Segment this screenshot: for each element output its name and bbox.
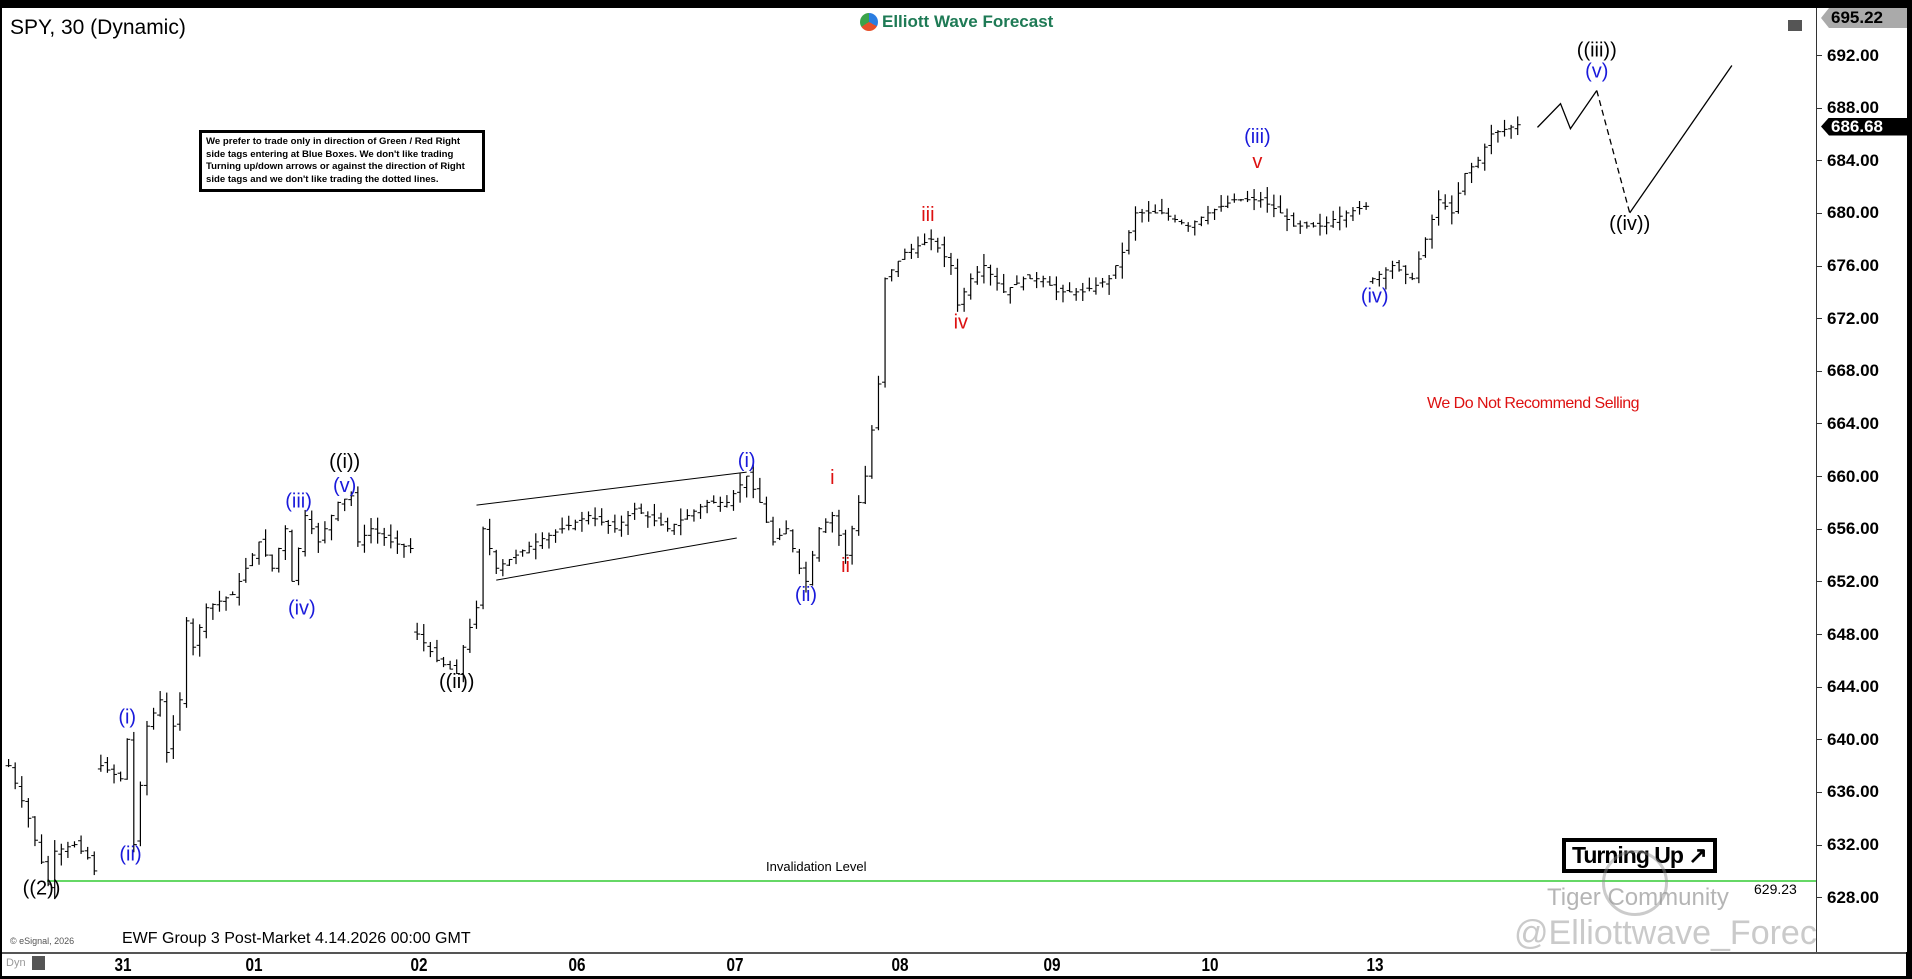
last-price-marker — [1821, 117, 1907, 136]
x-tick-label: 31 — [114, 955, 132, 975]
tiger-logo-icon — [1602, 850, 1668, 916]
wave-label: i — [830, 467, 834, 489]
y-tick-label: 664.00 — [1827, 413, 1879, 433]
x-tick-label: 13 — [1366, 955, 1384, 975]
projection-path — [1596, 90, 1631, 214]
y-tick-mark — [1817, 107, 1822, 109]
projection-path — [1629, 65, 1733, 214]
y-tick-mark — [1817, 423, 1822, 425]
y-tick-label: 668.00 — [1827, 361, 1879, 381]
wave-label: ((iv)) — [1609, 213, 1650, 235]
arrow-up-right-icon: ↗ — [1688, 842, 1707, 868]
y-tick-label: 636.00 — [1827, 782, 1879, 802]
watermark-handle: @Elliottwave_Forecast — [1514, 914, 1863, 952]
wave-label: (iv) — [288, 597, 316, 619]
y-tick-mark — [1817, 528, 1822, 530]
y-tick-label: 640.00 — [1827, 729, 1879, 749]
last-price-value: 686.68 — [1831, 116, 1883, 136]
x-tick-label: 10 — [1201, 955, 1219, 975]
x-tick-label: 07 — [726, 955, 745, 975]
y-tick-label: 684.00 — [1827, 150, 1879, 170]
invalidation-label: Invalidation Level — [766, 859, 867, 874]
y-tick-label: 680.00 — [1827, 203, 1879, 223]
y-tick-mark — [1817, 844, 1822, 846]
y-tick-mark — [1817, 634, 1822, 636]
channel-line — [476, 471, 747, 506]
wave-label: ((i)) — [329, 451, 360, 473]
x-tick-label: 02 — [410, 955, 428, 975]
plot-area[interactable]: ((2)) (i) (ii) (iii) (iv) (v) ((i)) ((ii)) (i) (i… — [2, 8, 1862, 952]
dyn-label: Dyn — [6, 957, 26, 969]
y-tick-mark — [1817, 265, 1822, 267]
x-tick-label: 06 — [568, 955, 586, 975]
sell-note: We Do Not Recommend Selling — [1427, 395, 1640, 412]
wave-label: (i) — [738, 450, 756, 472]
x-tick-label: 09 — [1043, 955, 1061, 975]
wave-label: v — [1252, 151, 1262, 173]
wave-label: (iv) — [1361, 285, 1389, 307]
wave-label: iii — [921, 204, 934, 226]
y-tick-label: 676.00 — [1827, 256, 1879, 276]
wave-label: (v) — [333, 475, 356, 497]
x-tick-label: 01 — [245, 955, 263, 975]
wave-label: (v) — [1585, 60, 1608, 82]
y-tick-label: 660.00 — [1827, 466, 1879, 486]
y-tick-mark — [1817, 476, 1822, 478]
wave-label: (i) — [118, 707, 136, 729]
y-tick-mark — [1817, 897, 1822, 899]
x-tick-label: 08 — [891, 955, 909, 975]
high-marker-value: 695.22 — [1831, 8, 1883, 27]
y-tick-label: 656.00 — [1827, 519, 1879, 539]
y-tick-label: 688.00 — [1827, 98, 1879, 118]
y-tick-mark — [1817, 581, 1822, 583]
y-tick-mark — [1817, 686, 1822, 688]
wave-label: ((ii)) — [439, 671, 475, 693]
wave-label: (ii) — [119, 843, 141, 865]
price-axis[interactable]: 695.22 692.00 688.00 684.00 680.00 676.00 672… — [1816, 8, 1907, 952]
y-tick-label: 644.00 — [1827, 677, 1879, 697]
y-tick-mark — [1817, 370, 1822, 372]
footer-caption: EWF Group 3 Post-Market 4.14.2026 00:00 … — [122, 930, 471, 947]
y-tick-label: 632.00 — [1827, 835, 1879, 855]
wave-label: (iii) — [1244, 126, 1271, 148]
y-tick-mark — [1817, 212, 1822, 214]
y-tick-mark — [1817, 318, 1822, 320]
high-marker — [1821, 8, 1907, 28]
y-tick-label: 672.00 — [1827, 308, 1879, 328]
y-tick-mark — [1817, 55, 1822, 56]
time-axis[interactable]: Dyn 31 01 02 06 07 08 09 10 13 — [2, 952, 1906, 976]
y-tick-mark — [1817, 739, 1822, 741]
y-tick-label: 628.00 — [1827, 887, 1879, 907]
y-tick-mark — [1817, 160, 1822, 162]
invalidation-value: 629.23 — [1754, 881, 1797, 897]
copyright: © eSignal, 2026 — [10, 936, 75, 946]
restore-window-icon[interactable] — [1788, 20, 1802, 31]
trading-note: We prefer to trade only in direction of … — [199, 130, 485, 192]
y-tick-label: 652.00 — [1827, 571, 1879, 591]
lock-icon[interactable] — [32, 956, 45, 970]
wave-label: (ii) — [795, 584, 817, 606]
chart-title: SPY, 30 (Dynamic) — [10, 16, 186, 39]
y-tick-label: 648.00 — [1827, 624, 1879, 644]
wave-label: ((2)) — [23, 878, 61, 900]
logo-icon — [860, 13, 878, 31]
wave-label: iv — [954, 312, 968, 334]
projection-path — [1537, 90, 1598, 131]
logo: Elliott Wave Forecast — [854, 10, 1060, 34]
channel-line — [496, 537, 737, 581]
wave-label: ((iii)) — [1577, 39, 1617, 61]
wave-label: (iii) — [285, 491, 312, 513]
logo-text: Elliott Wave Forecast — [882, 12, 1054, 31]
y-tick-label: 692.00 — [1827, 45, 1879, 65]
y-tick-mark — [1817, 791, 1822, 793]
wave-label: ii — [841, 555, 850, 577]
price-chart: ((2))(i)(ii)(iii)(iv)(v)((i))((ii))(i)(i… — [5, 39, 1816, 900]
